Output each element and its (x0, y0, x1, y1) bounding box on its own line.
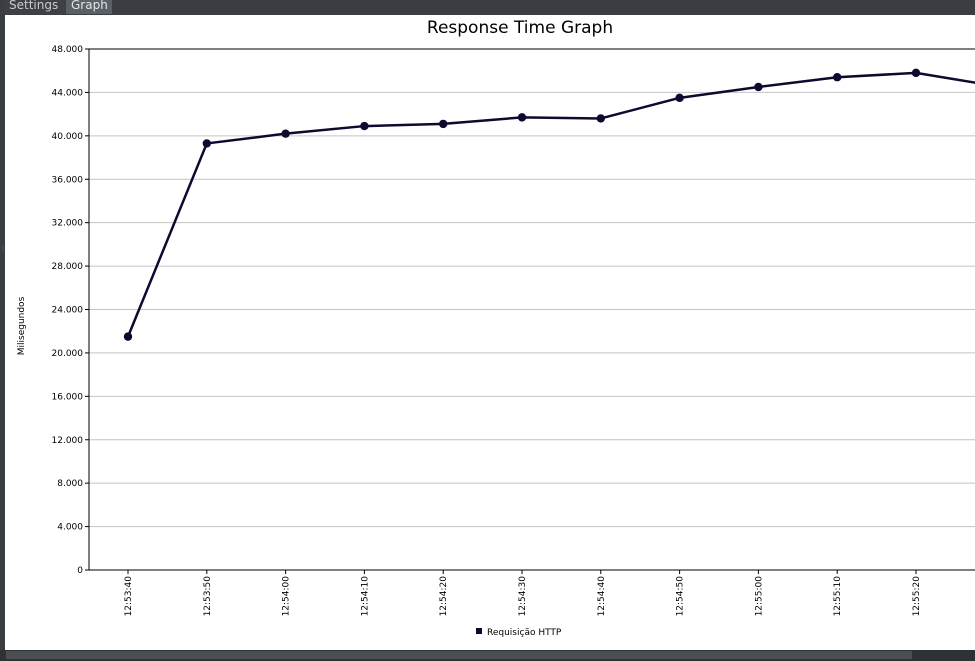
data-point (675, 93, 684, 103)
x-tick-label: 12:54:30 (518, 576, 528, 617)
x-tick-label: 12:54:40 (597, 576, 607, 617)
y-tick-label: 48.000 (52, 45, 84, 55)
x-axis-ticks: 12:53:40 12:53:50 12:54:00 12:54:10 12:54:20… (124, 570, 922, 616)
x-tick-label: 12:54:50 (676, 576, 686, 617)
y-tick-label: 16.000 (52, 392, 84, 402)
tab-graph[interactable]: Graph (66, 0, 112, 14)
resize-grip-icon[interactable]: ⋮ (0, 246, 6, 253)
data-point (911, 68, 921, 78)
series-layer (123, 68, 975, 341)
data-point (123, 332, 133, 341)
y-tick-label: 36.000 (52, 175, 84, 185)
x-tick-label: 12:53:50 (203, 576, 213, 617)
y-tick-label: 24.000 (52, 306, 84, 316)
y-tick-label: 0 (77, 566, 83, 576)
y-tick-label: 28.000 (52, 262, 84, 272)
left-edge-panel: ⋮ (0, 15, 6, 661)
chart-title: Response Time Graph (426, 18, 614, 38)
y-axis-label: Milisegundos (17, 296, 27, 355)
x-tick-label: 12:53:40 (124, 576, 134, 617)
legend-swatch (476, 628, 482, 634)
tab-settings[interactable]: Settings (4, 0, 66, 14)
grid-lines (89, 48, 975, 528)
y-tick-label: 12.000 (52, 436, 84, 446)
x-tick-label: 12:54:10 (360, 576, 370, 617)
x-tick-label: 12:55:10 (833, 576, 843, 617)
data-point (596, 114, 605, 123)
data-point (281, 129, 290, 138)
chart-legend: Requisição HTTP (476, 628, 561, 638)
data-point (439, 119, 448, 129)
data-point (833, 73, 842, 82)
x-tick-label: 12:55:20 (912, 576, 922, 617)
y-tick-label: 20.000 (52, 349, 84, 359)
scrollbar-thumb[interactable] (6, 651, 912, 659)
y-tick-label: 40.000 (52, 132, 84, 142)
x-tick-label: 12:54:20 (439, 576, 449, 617)
x-tick-label: 12:54:00 (282, 576, 292, 617)
data-point (202, 139, 211, 148)
y-tick-label: 32.000 (52, 219, 84, 229)
y-tick-label: 44.000 (52, 88, 84, 98)
data-point (360, 121, 369, 131)
y-axis-ticks: 0 4.000 8.000 12.000 16.000 20.000 24.000 28.00… (52, 45, 89, 576)
data-point (754, 82, 763, 92)
series-line (126, 71, 975, 338)
x-tick-label: 12:55:00 (754, 576, 764, 617)
y-tick-label: 8.000 (57, 479, 83, 489)
legend-label: Requisição HTTP (487, 628, 562, 638)
y-tick-label: 4.000 (57, 523, 83, 533)
tab-bar: Settings Graph (0, 0, 975, 15)
data-point (517, 113, 527, 122)
